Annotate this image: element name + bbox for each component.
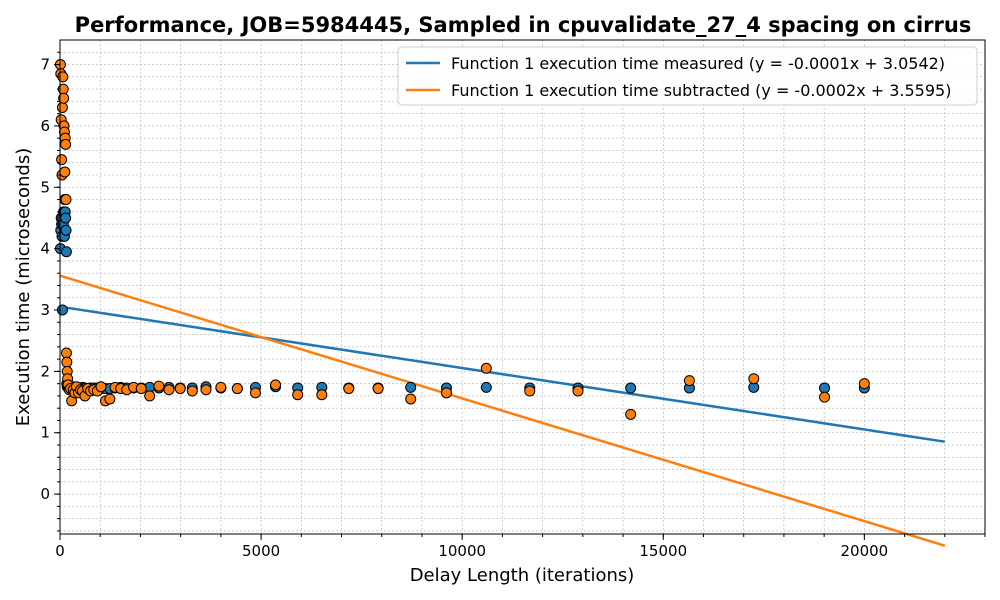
data-point-series-1 <box>683 375 695 387</box>
data-point-series-1 <box>58 92 70 104</box>
data-point-series-1 <box>819 391 831 403</box>
data-point-series-1 <box>163 384 175 396</box>
data-point-series-1 <box>572 385 584 397</box>
data-point-series-1 <box>104 393 116 405</box>
data-point-series-1 <box>405 393 417 405</box>
data-point-series-1 <box>524 385 536 397</box>
data-point-series-1 <box>200 384 212 396</box>
data-point-series-1 <box>56 154 68 166</box>
x-tick-label: 0 <box>55 542 65 560</box>
x-tick-label: 20000 <box>840 542 888 560</box>
data-point-series-1 <box>231 383 243 395</box>
y-tick-label: 7 <box>40 56 50 74</box>
data-point-series-0 <box>819 382 831 394</box>
plot-frame <box>59 39 986 535</box>
data-point-series-1 <box>135 383 147 395</box>
data-point-series-1 <box>292 389 304 401</box>
legend: Function 1 execution time measured (y = … <box>397 46 978 106</box>
data-point-series-1 <box>60 194 72 206</box>
data-point-series-1 <box>59 166 71 178</box>
data-point-series-1 <box>480 362 492 374</box>
data-point-series-0 <box>405 381 417 393</box>
y-tick-label: 5 <box>40 178 50 196</box>
data-point-series-1 <box>858 378 870 390</box>
data-point-series-1 <box>372 383 384 395</box>
data-point-series-1 <box>249 387 261 399</box>
x-axis-ticks: 0 5000 10000 15000 20000 <box>55 534 986 560</box>
legend-label-measured: Function 1 execution time measured (y = … <box>451 54 945 73</box>
data-point-series-1 <box>153 380 165 392</box>
data-point-series-1 <box>270 379 282 391</box>
legend-label-subtracted: Function 1 execution time subtracted (y … <box>451 81 951 100</box>
y-tick-label: 3 <box>40 301 50 319</box>
fit-lines <box>59 274 946 547</box>
y-tick-label: 2 <box>40 362 50 380</box>
data-point-series-1 <box>144 390 156 402</box>
data-point-series-1 <box>56 102 68 114</box>
data-point-series-1 <box>61 356 73 368</box>
x-axis-label: Delay Length (iterations) <box>410 565 635 586</box>
x-tick-label: 10000 <box>438 542 486 560</box>
data-point-series-1 <box>625 408 637 420</box>
data-point-series-1 <box>748 373 760 385</box>
legend-box <box>397 46 978 106</box>
y-tick-label: 4 <box>40 240 50 258</box>
x-tick-label: 15000 <box>639 542 687 560</box>
x-tick-label: 5000 <box>242 542 280 560</box>
data-point-series-1 <box>440 387 452 399</box>
data-point-series-0 <box>625 382 637 394</box>
data-points <box>54 59 870 420</box>
y-tick-label: 0 <box>40 485 50 503</box>
data-point-series-1 <box>343 383 355 395</box>
data-point-series-0 <box>480 381 492 393</box>
y-tick-label: 6 <box>40 117 50 135</box>
data-point-series-0 <box>60 224 72 236</box>
data-point-series-1 <box>215 381 227 393</box>
data-point-series-1 <box>316 389 328 401</box>
data-point-series-0 <box>60 246 72 258</box>
y-axis-ticks: 0 1 2 3 4 5 6 7 <box>40 51 60 532</box>
data-point-series-0 <box>60 212 72 224</box>
grid-lines <box>59 40 986 534</box>
y-axis-label: Execution time (microseconds) <box>13 148 34 427</box>
data-point-series-1 <box>60 138 72 150</box>
y-tick-label: 1 <box>40 424 50 442</box>
data-point-series-1 <box>60 347 72 359</box>
fit-line-1 <box>59 274 946 547</box>
fit-line-0 <box>59 305 945 443</box>
data-point-series-1 <box>95 381 107 393</box>
chart-title: Performance, JOB=5984445, Sampled in cpu… <box>75 13 972 37</box>
data-point-series-1 <box>174 383 186 395</box>
data-point-series-1 <box>186 385 198 397</box>
